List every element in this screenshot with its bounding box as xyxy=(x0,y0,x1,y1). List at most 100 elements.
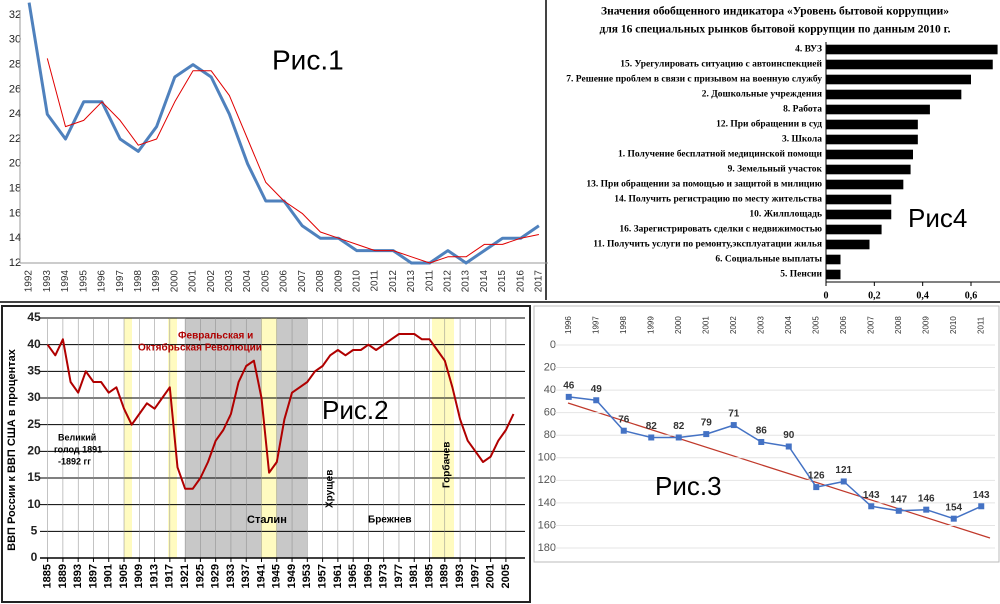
x-tick-label: 1945 xyxy=(271,564,283,588)
x-tick-label: 1994 xyxy=(60,270,71,293)
x-tick-label: 1913 xyxy=(148,564,160,588)
y-tick-label: 45 xyxy=(27,310,41,324)
x-tick-label: 2005 xyxy=(500,564,512,588)
category-label: 3. Школа xyxy=(782,135,822,145)
x-tick-label: 0,6 xyxy=(965,290,978,301)
bar xyxy=(826,134,918,145)
panel-frame xyxy=(1,305,531,603)
x-tick-label: 2017 xyxy=(534,270,545,293)
category-label: 5. Пенсии xyxy=(780,270,822,280)
trend-line xyxy=(567,402,991,539)
bar xyxy=(826,164,911,175)
y-tick-label: 28 xyxy=(9,59,21,71)
annotation: Октябрьская Революции xyxy=(138,342,262,354)
point-marker xyxy=(923,506,930,513)
bar xyxy=(826,224,882,235)
x-tick-label: 2002 xyxy=(206,270,217,293)
data-label: 143 xyxy=(863,490,880,501)
data-label: 143 xyxy=(973,490,990,501)
x-tick-label: 2005 xyxy=(260,270,271,293)
x-tick-label: 1941 xyxy=(255,564,267,588)
x-tick-label: 2000 xyxy=(169,270,180,293)
y-tick-label: 20 xyxy=(27,444,41,458)
x-tick-label: 2007 xyxy=(866,316,875,334)
y-tick-label: 40 xyxy=(544,384,556,396)
x-tick-label: 2011 xyxy=(370,270,381,292)
bar xyxy=(826,194,892,205)
period-shade xyxy=(124,318,132,558)
y-tick-label: 35 xyxy=(27,364,41,378)
y-tick-label: 14 xyxy=(9,232,21,244)
figure-label: Рис.2 xyxy=(322,395,389,425)
x-tick-label: 1905 xyxy=(118,564,130,588)
y-tick-label: 5 xyxy=(31,524,38,538)
x-tick-label: 1929 xyxy=(210,564,222,588)
category-label: 9. Земельный участок xyxy=(728,164,823,175)
bar xyxy=(826,74,971,85)
y-tick-label: 20 xyxy=(9,158,21,170)
point-marker xyxy=(703,431,710,438)
point-marker xyxy=(895,507,902,514)
y-tick-label: 26 xyxy=(9,83,21,95)
category-label: 11. Получить услуги по ремонту,эксплуата… xyxy=(593,240,822,250)
x-tick-label: 2010 xyxy=(351,270,362,293)
x-tick-label: 2003 xyxy=(224,270,235,293)
x-tick-label: 1953 xyxy=(301,564,313,588)
bar xyxy=(826,44,998,55)
figure-label: Рис.3 xyxy=(655,471,722,501)
x-tick-label: 1933 xyxy=(225,564,237,588)
category-label: 2. Дошкольные учреждения xyxy=(702,90,822,100)
panel-frame xyxy=(533,305,1000,563)
x-tick-label: 2016 xyxy=(515,270,526,293)
category-label: 6. Социальные выплаты xyxy=(715,255,822,265)
x-tick-label: 1977 xyxy=(393,564,405,588)
point-marker xyxy=(950,515,957,522)
annotation: -1892 гг xyxy=(58,456,91,466)
data-label: 49 xyxy=(591,384,603,395)
bar xyxy=(826,254,841,265)
x-tick-label: 1981 xyxy=(408,564,420,588)
x-tick-label: 1993 xyxy=(454,564,466,588)
x-tick-label: 2004 xyxy=(242,270,253,293)
x-tick-label: 1973 xyxy=(378,564,390,588)
point-marker xyxy=(648,434,655,441)
x-tick-label: 1997 xyxy=(115,270,126,293)
x-tick-label: 1998 xyxy=(133,270,144,293)
x-tick-label: 1909 xyxy=(133,564,145,588)
x-tick-label: 1965 xyxy=(347,564,359,588)
point-marker xyxy=(840,478,847,485)
x-tick-label: 2003 xyxy=(756,316,765,334)
category-label: 15. Урегулировать ситуацию с автоинспекц… xyxy=(620,59,822,70)
x-tick-label: 1993 xyxy=(42,270,53,293)
series-line xyxy=(46,333,515,490)
y-tick-label: 20 xyxy=(544,361,556,373)
point-marker xyxy=(620,427,627,434)
data-label: 86 xyxy=(756,426,768,437)
bar xyxy=(826,209,892,220)
period-shade xyxy=(261,318,277,558)
x-tick-label: 2011 xyxy=(976,316,985,334)
x-tick-label: 1996 xyxy=(564,316,573,334)
category-label: 14. Получить регистрацию по месту житель… xyxy=(614,195,822,205)
annotation: Брежнев xyxy=(368,515,412,526)
point-marker xyxy=(868,503,875,510)
y-tick-label: 80 xyxy=(544,429,556,441)
category-label: 1. Получение бесплатной медицинской помо… xyxy=(618,149,823,160)
y-tick-label: 12 xyxy=(9,257,21,269)
x-tick-label: 1992 xyxy=(24,270,35,293)
x-tick-label: 1889 xyxy=(57,564,69,588)
annotation: Великий xyxy=(58,432,96,442)
category-label: 7. Решение проблем в связи с призывом на… xyxy=(566,74,822,85)
category-label: 13. При обращении за помощью и защитой в… xyxy=(586,179,822,190)
x-tick-label: 1985 xyxy=(423,564,435,588)
y-axis-label: ВВП России к ВВП США в процентах xyxy=(6,348,18,551)
bar xyxy=(826,59,993,70)
x-tick-label: 2015 xyxy=(497,270,508,293)
y-tick-label: 22 xyxy=(9,133,21,145)
series-line xyxy=(46,58,539,264)
chart-title: Значения обобщенного индикатора «Уровень… xyxy=(601,6,949,18)
data-label: 147 xyxy=(890,494,907,505)
x-tick-label: 2007 xyxy=(297,270,308,293)
y-tick-label: 25 xyxy=(27,417,41,431)
series-line xyxy=(568,396,982,520)
